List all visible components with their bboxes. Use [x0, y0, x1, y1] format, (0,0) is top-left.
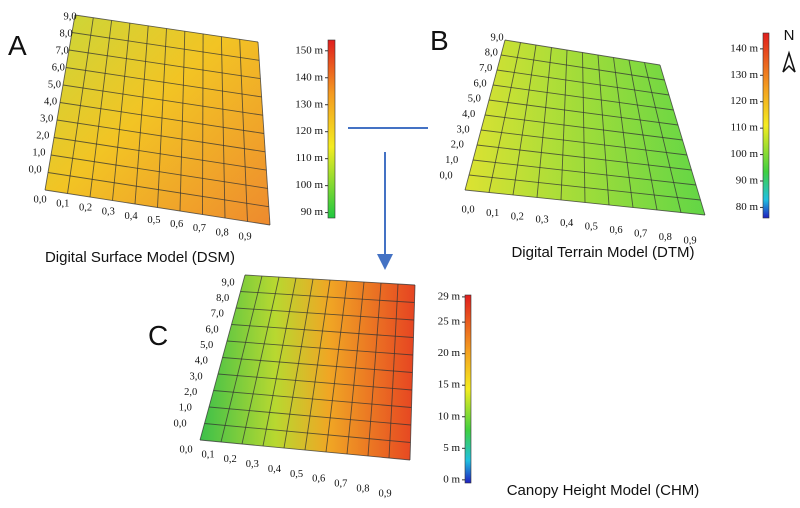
colorbar-tick-label: 130 m: [295, 98, 323, 110]
y-axis-label: 4,0: [462, 109, 475, 120]
x-axis-label: 0,1: [486, 208, 499, 219]
north-label: N: [784, 27, 795, 44]
y-axis-label: 0,0: [439, 170, 452, 181]
y-axis-label: 2,0: [451, 140, 464, 151]
caption: Digital Surface Model (DSM): [45, 249, 235, 266]
panel-letter: A: [8, 30, 27, 61]
colorbar-tick-label: 0 m: [443, 473, 460, 485]
x-axis-label: 0,0: [461, 204, 474, 215]
x-axis-label: 0,6: [312, 474, 325, 485]
colorbar-tick-label: 10 m: [438, 410, 461, 422]
colorbar-tick-label: 110 m: [296, 152, 324, 164]
y-axis-label: 8,0: [485, 48, 498, 59]
surface: [45, 15, 270, 225]
colorbar: [465, 295, 471, 483]
x-axis-label: 0,3: [535, 215, 548, 226]
x-axis-label: 0,0: [179, 444, 192, 455]
colorbar-tick-label: 150 m: [295, 44, 323, 56]
panel-letter: C: [148, 320, 168, 351]
colorbar-tick-label: 20 m: [438, 347, 461, 359]
x-axis-label: 0,2: [79, 203, 92, 214]
x-axis-label: 0,7: [193, 223, 206, 234]
x-axis-label: 0,9: [683, 235, 696, 246]
y-axis-label: 9,0: [490, 32, 503, 43]
x-axis-label: 0,2: [224, 454, 237, 465]
figure: N A Digital Surface Model (DSM) 0,0 1,0 2,0 3…: [0, 0, 800, 508]
x-axis-label: 0,8: [356, 484, 369, 495]
x-axis-label: 0,2: [511, 211, 524, 222]
x-axis-label: 0,5: [585, 222, 598, 233]
y-axis-label: 3,0: [40, 113, 53, 124]
colorbar-tick-label: 100 m: [295, 179, 323, 191]
colorbar-tick-label: 25 m: [438, 316, 461, 328]
y-axis-label: 8,0: [216, 293, 229, 304]
colorbar-tick-label: 120 m: [295, 125, 323, 137]
grid-line: [203, 34, 204, 215]
x-axis-label: 0,5: [147, 215, 160, 226]
x-axis-label: 0,7: [634, 229, 647, 240]
colorbar-tick-label: 5 m: [443, 442, 460, 454]
x-axis-label: 0,3: [246, 459, 259, 470]
y-axis-label: 7,0: [56, 45, 69, 56]
x-axis-label: 0,4: [560, 218, 574, 229]
y-axis-label: 4,0: [195, 356, 208, 367]
colorbar: [763, 33, 769, 218]
colorbar-tick-label: 80 m: [736, 201, 759, 213]
y-axis-label: 1,0: [179, 403, 192, 414]
x-axis-label: 0,6: [170, 219, 183, 230]
colorbar-tick-label: 90 m: [736, 175, 759, 187]
colorbar-tick-label: 15 m: [438, 379, 461, 391]
y-axis-label: 9,0: [221, 277, 234, 288]
colorbar-tick-label: 100 m: [730, 148, 758, 160]
colorbar-tick-label: 120 m: [730, 95, 758, 107]
x-axis-label: 0,4: [268, 464, 282, 475]
x-axis-label: 0,1: [202, 449, 215, 460]
y-axis-label: 2,0: [36, 130, 49, 141]
colorbar-tick-label: 110 m: [731, 122, 759, 134]
y-axis-label: 4,0: [44, 96, 57, 107]
colorbar-tick-label: 140 m: [295, 71, 323, 83]
y-axis-label: 6,0: [205, 324, 218, 335]
panel-letter: B: [430, 25, 449, 56]
y-axis-label: 7,0: [479, 63, 492, 74]
y-axis-label: 1,0: [32, 147, 45, 158]
caption: Digital Terrain Model (DTM): [511, 244, 694, 261]
y-axis-label: 3,0: [456, 124, 469, 135]
y-axis-label: 6,0: [473, 78, 486, 89]
x-axis-label: 0,3: [102, 207, 115, 218]
north-arrow: [783, 53, 795, 72]
y-axis-label: 8,0: [60, 28, 73, 39]
x-axis-label: 0,4: [125, 211, 139, 222]
x-axis-label: 0,6: [609, 225, 622, 236]
y-axis-label: 2,0: [184, 387, 197, 398]
y-axis-label: 7,0: [211, 309, 224, 320]
colorbar-tick-label: 90 m: [301, 206, 324, 218]
y-axis-label: 6,0: [52, 62, 65, 73]
x-axis-label: 0,0: [33, 194, 46, 205]
x-axis-label: 0,8: [216, 227, 229, 238]
colorbar-tick-label: 140 m: [730, 42, 758, 54]
y-axis-label: 0,0: [173, 418, 186, 429]
y-axis-label: 3,0: [189, 371, 202, 382]
x-axis-label: 0,9: [378, 488, 391, 499]
colorbar: [328, 40, 335, 218]
y-axis-label: 1,0: [445, 155, 458, 166]
y-axis-label: 5,0: [468, 94, 481, 105]
y-axis-label: 9,0: [63, 11, 76, 22]
colorbar-tick-label: 29 m: [438, 290, 461, 302]
y-axis-label: 5,0: [200, 340, 213, 351]
x-axis-label: 0,8: [659, 232, 672, 243]
y-axis-label: 0,0: [28, 164, 41, 175]
colorbar-tick-label: 130 m: [730, 69, 758, 81]
x-axis-label: 0,5: [290, 469, 303, 480]
caption: Canopy Height Model (CHM): [507, 482, 700, 499]
x-axis-label: 0,1: [56, 199, 69, 210]
x-axis-label: 0,7: [334, 479, 347, 490]
y-axis-label: 5,0: [48, 79, 61, 90]
x-axis-label: 0,9: [238, 231, 251, 242]
